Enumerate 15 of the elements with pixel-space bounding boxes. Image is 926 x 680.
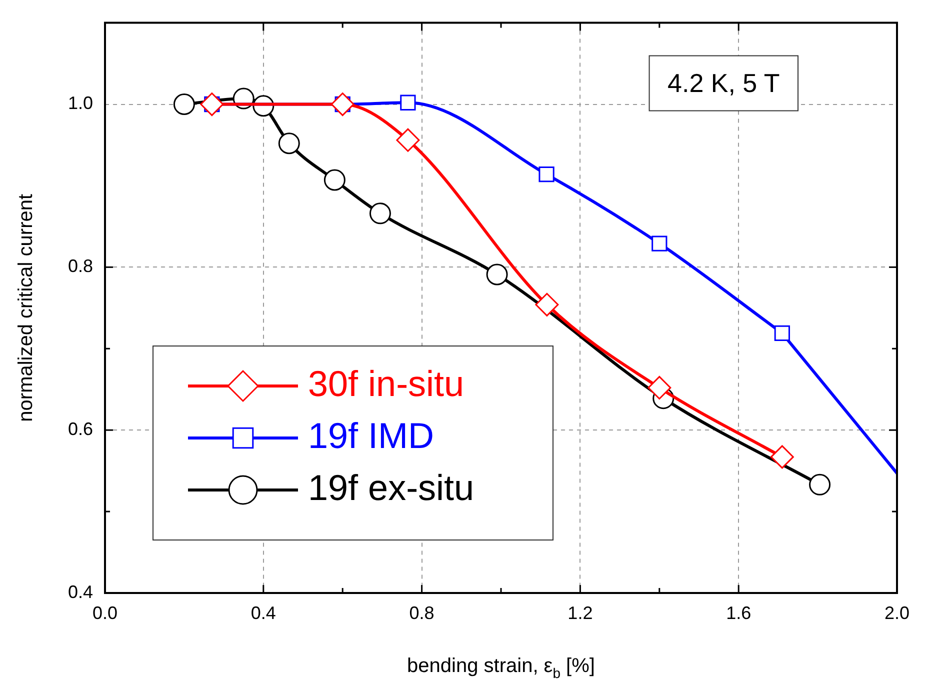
y-tick-label: 0.8 [68,256,93,276]
y-tick-label: 0.6 [68,419,93,440]
y-axis-title: normalized critical current [15,194,37,422]
legend-label: 19f IMD [308,414,434,456]
y-tick-label: 0.4 [68,582,93,602]
y-tick-label: 1.0 [68,93,93,114]
annotation: 4.2 K, 5 T [668,68,780,98]
x-tick-label: 1.6 [726,602,752,623]
x-tick-label: 1.2 [568,602,593,623]
x-tick-label: 2.0 [884,602,910,623]
legend-label: 19f ex-situ [308,466,474,508]
x-tick-label: 0.4 [250,602,276,623]
x-tick-label: 0.0 [92,602,118,623]
legend-label: 30f in-situ [308,362,464,404]
x-tick-label: 0.8 [409,602,434,623]
